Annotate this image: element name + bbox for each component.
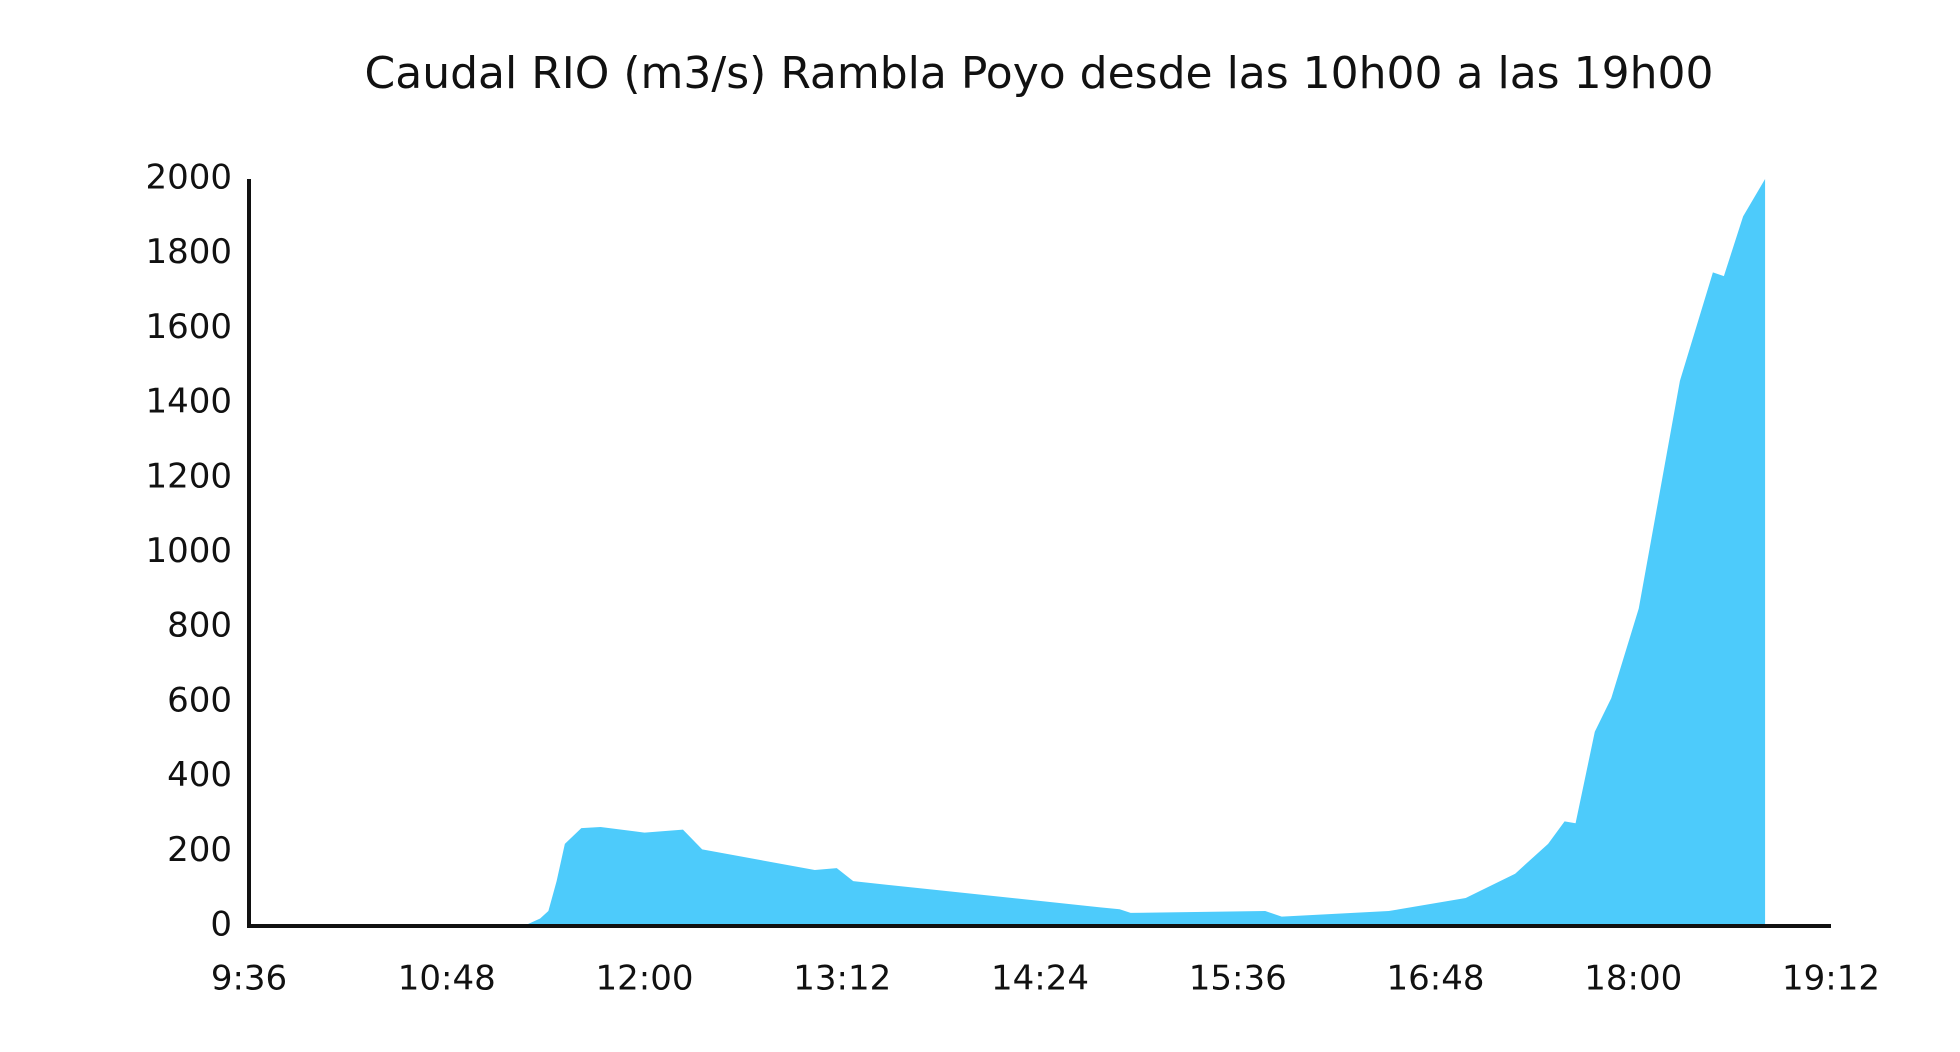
x-tick-label: 16:48 [1387,959,1485,999]
y-tick-label: 1200 [145,456,232,496]
x-tick-label: 15:36 [1189,959,1287,999]
x-tick-label: 13:12 [793,959,891,999]
x-tick-label: 10:48 [398,959,496,999]
x-tick-label: 12:00 [596,959,694,999]
y-tick-label: 600 [167,680,232,720]
y-tick-label: 1000 [145,531,232,571]
x-tick-label: 18:00 [1584,959,1682,999]
chart-title: Caudal RIO (m3/s) Rambla Poyo desde las … [365,48,1714,99]
x-tick-label: 19:12 [1782,959,1880,999]
y-tick-label: 200 [167,830,232,870]
y-tick-label: 1800 [145,232,232,272]
y-tick-label: 0 [210,905,232,945]
x-tick-label: 9:36 [211,959,287,999]
y-tick-label: 400 [167,755,232,795]
y-tick-label: 800 [167,606,232,646]
y-tick-label: 2000 [145,158,232,198]
y-tick-label: 1600 [145,307,232,347]
x-tick-label: 14:24 [991,959,1089,999]
area [249,179,1766,926]
y-tick-label: 1400 [145,382,232,422]
